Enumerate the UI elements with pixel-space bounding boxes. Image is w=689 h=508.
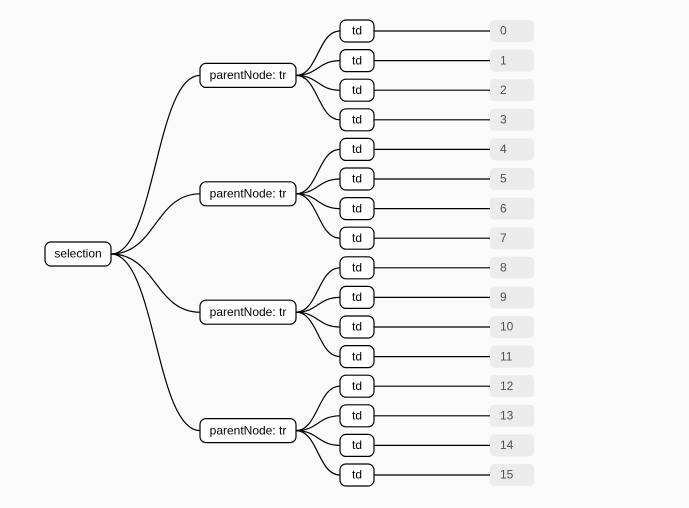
td-label: td (352, 349, 362, 363)
leaf-node (490, 168, 534, 190)
td-label: td (352, 112, 362, 126)
td-label: td (352, 320, 362, 334)
tree-diagram: selection parentNode: tr parentNode: tr par… (0, 0, 689, 508)
leaf-label: 12 (500, 379, 514, 393)
leaf-node (490, 109, 534, 131)
td-label: td (352, 172, 362, 186)
edge-group-to-td (296, 268, 340, 312)
td-label: td (352, 142, 362, 156)
td-label: td (352, 83, 362, 97)
leaf-label: 1 (500, 53, 507, 67)
leaf-label: 8 (500, 260, 507, 274)
td-label: td (352, 290, 362, 304)
td-label: td (352, 260, 362, 274)
td-label: td (352, 53, 362, 67)
td-label: td (352, 438, 362, 452)
edges (111, 31, 490, 475)
edge-group-to-td (296, 149, 340, 193)
leaf-node (490, 138, 534, 160)
leaf-node (490, 286, 534, 308)
td-label: td (352, 379, 362, 393)
leaf-label: 14 (500, 438, 514, 452)
leaf-node (490, 227, 534, 249)
leaf-label: 0 (500, 24, 507, 38)
edge-root-to-group (111, 75, 200, 254)
edge-root-to-group (111, 254, 200, 312)
td-label: td (352, 201, 362, 215)
td-label: td (352, 468, 362, 482)
leaf-node (490, 79, 534, 101)
td-label: td (352, 408, 362, 422)
leaf-label: 11 (500, 349, 513, 363)
leaf-label: 4 (500, 142, 507, 156)
leaf-node (490, 20, 534, 42)
group-label: parentNode: tr (210, 186, 287, 200)
leaf-label: 7 (500, 231, 507, 245)
leaf-label: 2 (500, 83, 507, 97)
leaf-label: 6 (500, 201, 507, 215)
edge-group-to-td (296, 75, 340, 119)
edge-root-to-group (111, 254, 200, 431)
edge-group-to-td (296, 31, 340, 75)
edge-root-to-group (111, 194, 200, 254)
leaf-label: 13 (500, 408, 514, 422)
leaf-node (490, 50, 534, 72)
leaf-node (490, 198, 534, 220)
leaf-label: 3 (500, 112, 507, 126)
leaf-label: 15 (500, 468, 514, 482)
edge-group-to-td (296, 312, 340, 356)
group-label: parentNode: tr (210, 68, 287, 82)
edge-group-to-td (296, 386, 340, 430)
group-label: parentNode: tr (210, 423, 287, 437)
td-label: td (352, 231, 362, 245)
leaf-label: 10 (500, 320, 514, 334)
edge-group-to-td (296, 194, 340, 238)
td-label: td (352, 24, 362, 38)
leaf-label: 5 (500, 172, 507, 186)
leaf-node (490, 257, 534, 279)
leaf-label: 9 (500, 290, 507, 304)
root-label: selection (54, 247, 101, 261)
group-label: parentNode: tr (210, 305, 287, 319)
edge-group-to-td (296, 431, 340, 475)
